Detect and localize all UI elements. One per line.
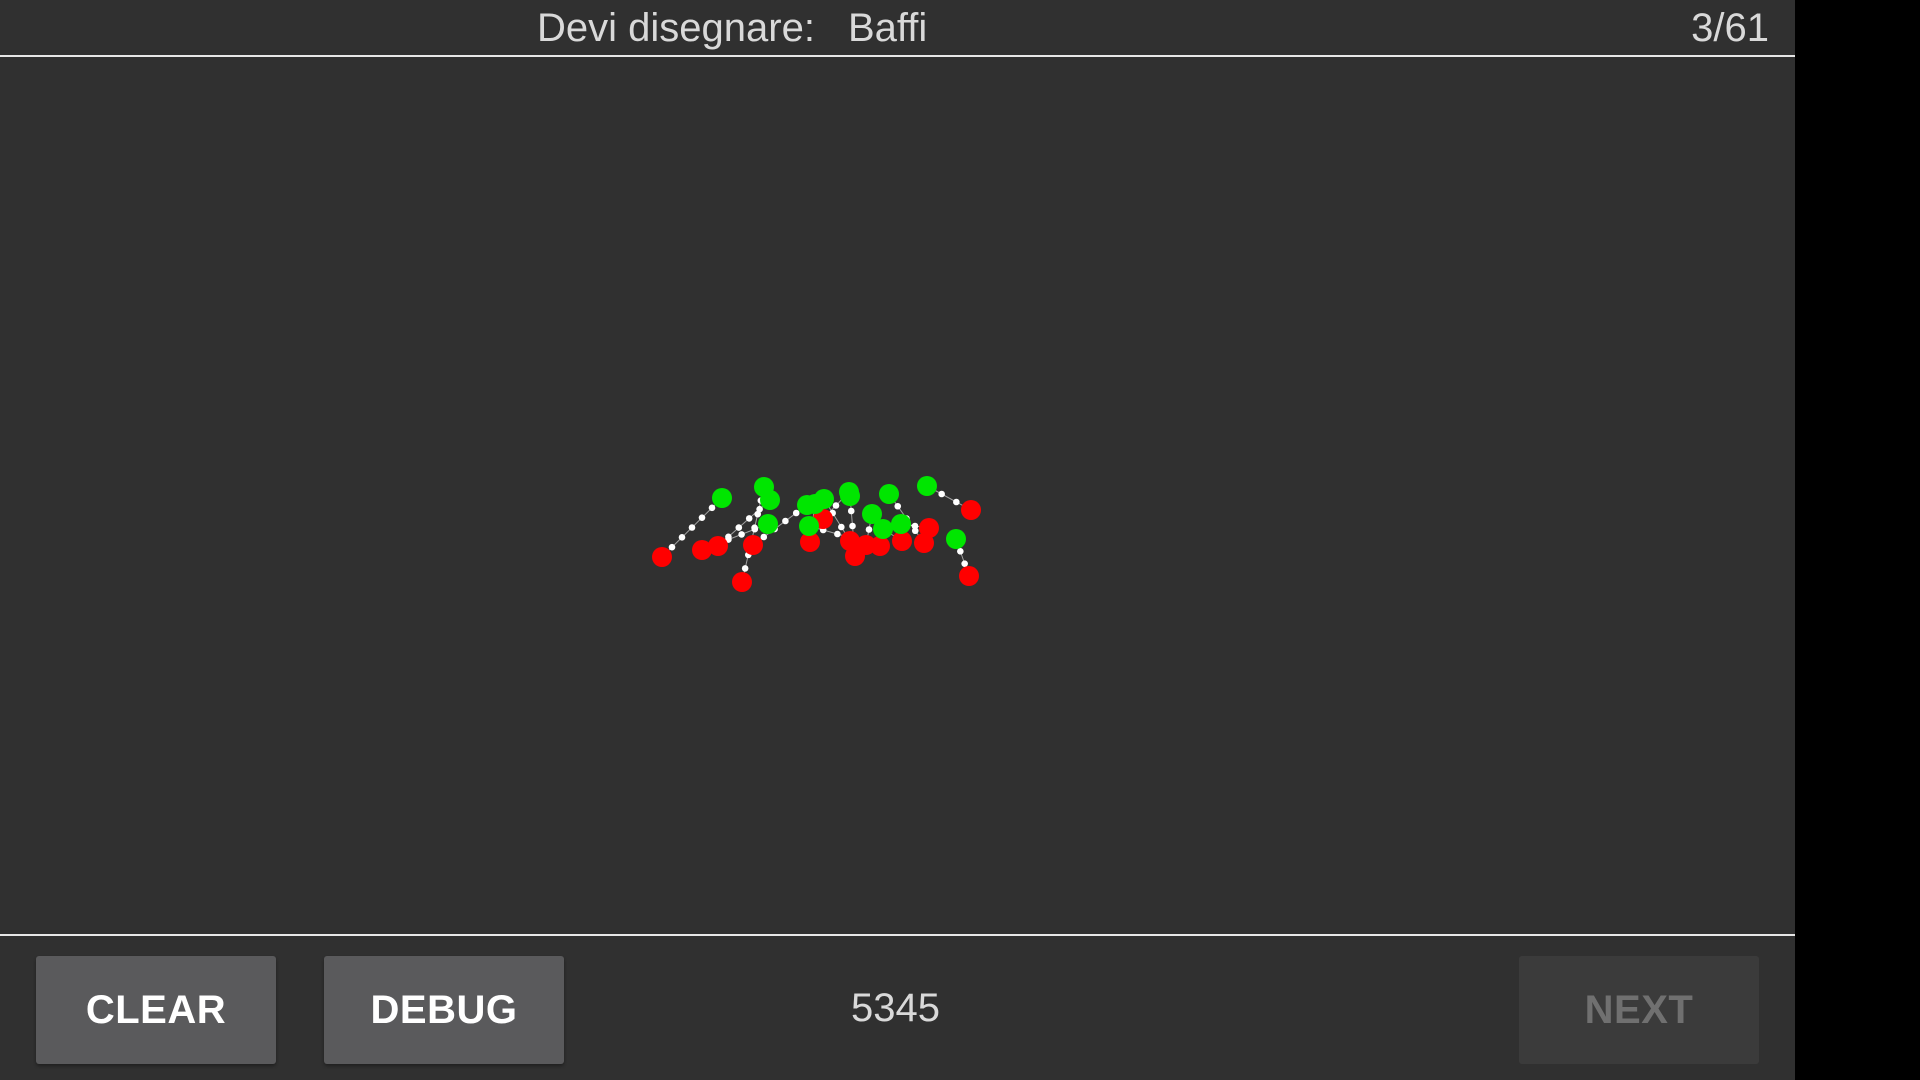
stroke-point (961, 560, 968, 567)
stroke-end-point (959, 566, 979, 586)
header-bar: Devi disegnare: Baffi 3/61 (0, 0, 1795, 57)
stroke-point (751, 525, 759, 533)
stroke-start-point (873, 519, 893, 539)
stroke-point (792, 509, 800, 517)
stroke-start-point (814, 489, 834, 509)
stroke-point (735, 524, 743, 531)
stroke-point (782, 517, 789, 525)
score-value: 5345 (851, 986, 940, 1030)
stroke-point (688, 524, 696, 531)
progress-counter: 3/61 (1691, 6, 1769, 50)
prompt-label: Devi disegnare: (537, 6, 815, 50)
stroke-point (911, 527, 919, 535)
drawing-prompt: Devi disegnare: Baffi (537, 6, 927, 51)
stroke-start-point (891, 514, 911, 534)
stroke-point (678, 534, 686, 541)
stroke-end-point (743, 535, 763, 555)
stroke-point (745, 515, 753, 522)
stroke-point (865, 526, 873, 533)
stroke-point (832, 502, 840, 509)
stroke-point (668, 543, 676, 551)
stroke-point (760, 533, 768, 541)
stroke-end-point (919, 518, 939, 538)
stroke-point (838, 523, 845, 531)
stroke-start-point (862, 504, 882, 524)
stroke-end-point (856, 535, 876, 555)
footer-bar: CLEAR DEBUG 5345 NEXT (0, 934, 1795, 1080)
stroke-end-point (692, 540, 712, 560)
stroke-point (938, 490, 945, 498)
stroke-point (834, 530, 841, 538)
stroke-start-point (758, 514, 778, 534)
stroke-end-point (961, 500, 981, 520)
stroke-point (953, 498, 960, 506)
prompt-word: Baffi (847, 6, 928, 50)
drawing-canvas[interactable] (0, 57, 1795, 934)
stroke-point (849, 522, 856, 530)
stroke-point (847, 507, 855, 515)
stroke-start-point (712, 488, 732, 508)
clear-button[interactable]: CLEAR (36, 956, 276, 1064)
stroke-point (756, 505, 763, 513)
drawing-strokes (652, 476, 981, 592)
stroke-end-point (892, 531, 912, 551)
stroke-start-point (917, 476, 937, 496)
stroke-point (708, 504, 716, 512)
stroke-point (911, 522, 919, 530)
app-screen: Devi disegnare: Baffi 3/61 CLEAR DEBUG 53… (0, 0, 1795, 1080)
stroke-point (957, 548, 964, 555)
stroke-start-point (840, 486, 860, 506)
stroke-end-point (800, 532, 820, 552)
stroke-start-point (797, 495, 817, 515)
stroke-point (738, 531, 745, 538)
stroke-end-point (708, 536, 728, 556)
stroke-point (741, 565, 749, 572)
stroke-point (894, 502, 902, 510)
stroke-starts-layer (712, 476, 966, 549)
stroke-end-point (732, 572, 752, 592)
stroke-start-point (946, 529, 966, 549)
stroke-start-point (760, 490, 780, 510)
stroke-start-point (799, 516, 819, 536)
stroke-end-point (652, 547, 672, 567)
stroke-start-point (879, 484, 899, 504)
stroke-point (698, 514, 706, 521)
debug-button[interactable]: DEBUG (324, 956, 564, 1064)
next-button[interactable]: NEXT (1519, 956, 1759, 1064)
